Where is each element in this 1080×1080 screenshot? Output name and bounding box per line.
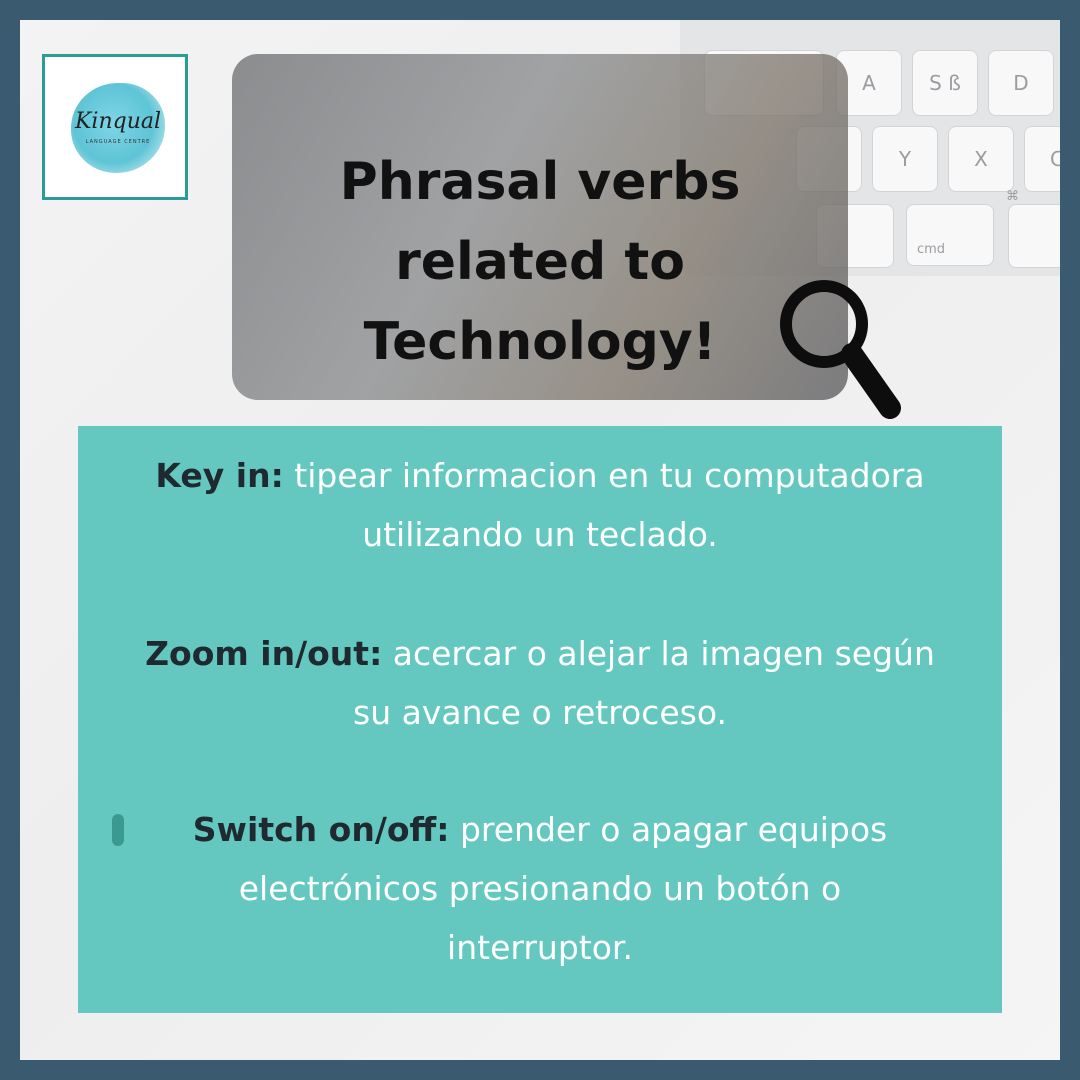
definitions-card: Key in: tipear informacion en tu computa… (78, 426, 1002, 1013)
title-line-2: related to (395, 232, 685, 292)
term-label: Switch on/off: (192, 810, 450, 849)
keyboard-key: D (988, 50, 1054, 116)
keyboard-key (1008, 204, 1060, 268)
definition-key-in: Key in: tipear informacion en tu computa… (78, 446, 1002, 564)
keyboard-key: S ß (912, 50, 978, 116)
keyboard-key: cmd (906, 204, 994, 266)
title-card: Phrasal verbs related to Technology! (232, 54, 848, 400)
page-title: Phrasal verbs related to Technology! (232, 142, 848, 382)
definition-text: su avance o retroceso. (353, 693, 727, 732)
logo: Kinqual LANGUAGE CENTRE (42, 54, 188, 200)
definition-zoom: Zoom in/out: acercar o alejar la imagen … (78, 624, 1002, 742)
magnifying-glass-icon (780, 280, 901, 419)
term-label: Zoom in/out: (145, 634, 383, 673)
title-line-3: Technology! (363, 312, 717, 372)
keyboard-key: Y (872, 126, 938, 192)
definition-text: interruptor. (447, 928, 633, 967)
definition-text: acercar o alejar la imagen según (382, 634, 935, 673)
definition-text: prender o apagar equipos (449, 810, 888, 849)
post-frame: A S ß D Y X C cmd ⌘ Kinqual LANGUAGE CEN… (20, 20, 1060, 1060)
definition-text: utilizando un teclado. (362, 515, 718, 554)
definition-text: tipear informacion en tu computadora (283, 456, 925, 495)
decorative-mark (112, 814, 124, 846)
title-line-1: Phrasal verbs (339, 152, 741, 212)
keyboard-key-glyph: ⌘ (1006, 189, 1019, 204)
logo-watercolor-splash (71, 83, 165, 173)
keyboard-key: X (948, 126, 1014, 192)
logo-script-text: Kinqual (74, 109, 162, 134)
keyboard-key: C (1024, 126, 1060, 192)
definition-switch: Switch on/off: prender o apagar equipos … (78, 800, 1002, 977)
definition-text: electrónicos presionando un botón o (238, 869, 842, 908)
logo-subtitle: LANGUAGE CENTRE (85, 139, 151, 145)
term-label: Key in: (155, 456, 284, 495)
